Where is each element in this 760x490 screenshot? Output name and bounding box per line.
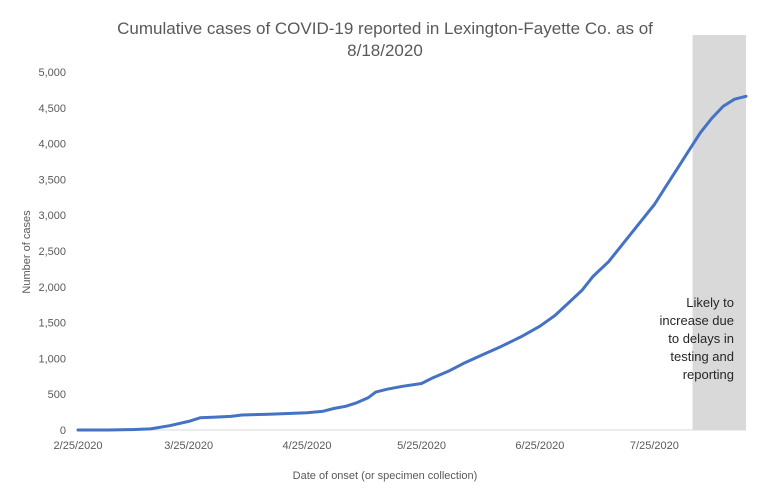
- y-tick-label: 1,000: [38, 353, 66, 365]
- x-tick-label: 6/25/2020: [515, 440, 564, 452]
- x-axis-ticks: 2/25/2020 3/25/2020 4/25/2020 5/25/2020 6/25…: [54, 440, 679, 452]
- annotation-line: Likely to: [686, 295, 734, 310]
- x-tick-label: 2/25/2020: [54, 440, 103, 452]
- x-tick-label: 3/25/2020: [164, 440, 213, 452]
- annotation-line: reporting: [683, 367, 734, 382]
- x-tick-label: 4/25/2020: [283, 440, 332, 452]
- y-tick-label: 4,000: [38, 139, 66, 151]
- shaded-region: [692, 35, 746, 430]
- y-axis-ticks: 0 500 1,000 1,500 2,000 2,500 3,000 3,500 4,000 4…: [38, 67, 66, 437]
- y-tick-label: 3,500: [38, 174, 66, 186]
- x-tick-label: 5/25/2020: [397, 440, 446, 452]
- cases-series-line: [76, 94, 748, 432]
- y-tick-label: 2,500: [38, 246, 66, 258]
- y-tick-label: 500: [48, 389, 66, 401]
- shaded-region-layer: [692, 35, 746, 430]
- annotation-line: testing and: [670, 349, 734, 364]
- x-tick-label: 7/25/2020: [630, 440, 679, 452]
- x-axis-title: Date of onset (or specimen collection): [293, 470, 478, 482]
- y-axis-title: Number of cases: [21, 210, 33, 294]
- y-tick-label: 4,500: [38, 103, 66, 115]
- y-tick-label: 5,000: [38, 67, 66, 79]
- chart-title-line-2: 8/18/2020: [347, 41, 423, 60]
- annotation-layer: Likely to increase due to delays in testing…: [660, 295, 734, 382]
- annotation-line: to delays in: [668, 331, 734, 346]
- y-tick-label: 2,000: [38, 282, 66, 294]
- y-tick-label: 1,500: [38, 318, 66, 330]
- y-tick-label: 3,000: [38, 210, 66, 222]
- y-tick-label: 0: [60, 425, 66, 437]
- chart-title-line-1: Cumulative cases of COVID-19 reported in…: [117, 19, 653, 38]
- annotation-line: increase due: [660, 313, 734, 328]
- series-layer: [76, 94, 748, 432]
